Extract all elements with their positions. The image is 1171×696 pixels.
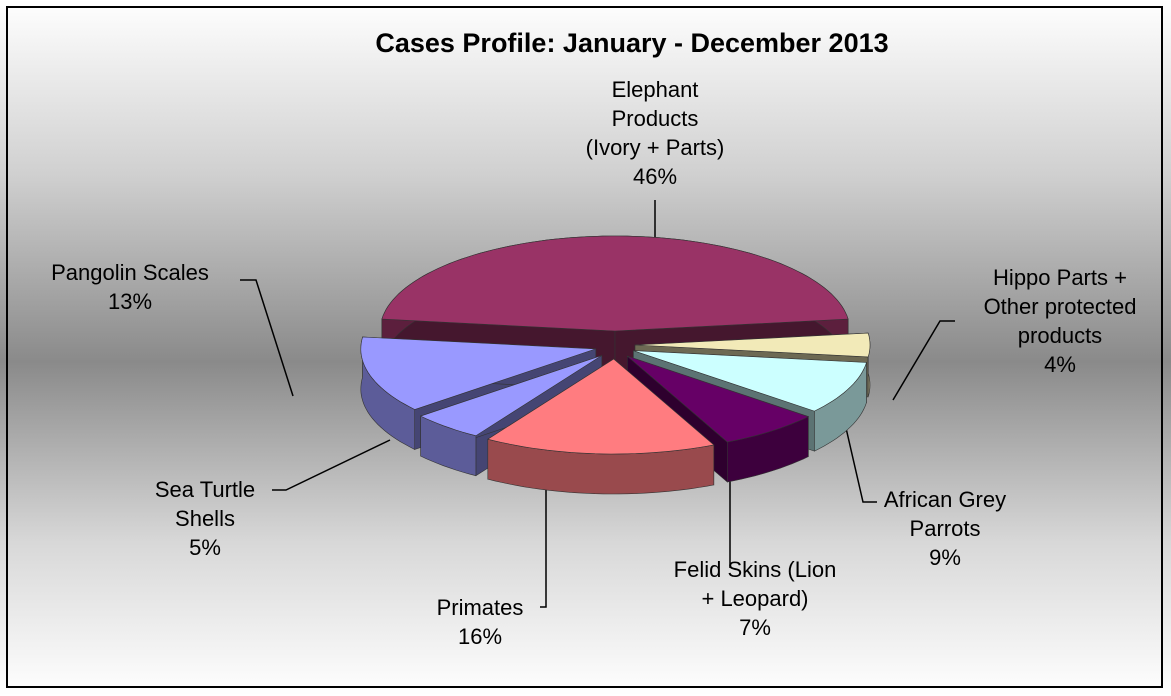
slice-top xyxy=(381,235,849,332)
slice-top xyxy=(634,332,871,358)
value-label: 5% xyxy=(189,535,221,560)
value-label: 13% xyxy=(107,289,153,314)
value-label: 7% xyxy=(739,615,771,640)
category-label: Pangolin Scales xyxy=(51,260,209,285)
slice-label: Pangolin Scales 13% xyxy=(15,258,245,316)
leader-line xyxy=(845,427,877,503)
category-label: Hippo Parts + Other protected products xyxy=(983,265,1137,348)
category-label: Felid Skins (Lion + Leopard) xyxy=(673,557,837,611)
slice-label: Primates 16% xyxy=(420,593,540,651)
leader-line xyxy=(540,462,547,608)
chart-title: Cases Profile: January - December 2013 xyxy=(375,28,889,58)
slice-top xyxy=(633,350,867,412)
chart-frame xyxy=(6,6,1163,688)
slice-label: Sea Turtle Shells 5% xyxy=(135,475,275,562)
slice-label: Hippo Parts + Other protected products 4% xyxy=(950,263,1170,379)
slice-label: African Grey Parrots 9% xyxy=(870,485,1020,572)
slice-label: Elephant Products (Ivory + Parts) 46% xyxy=(575,75,735,191)
category-label: African Grey Parrots xyxy=(883,487,1007,541)
category-label: Elephant Products (Ivory + Parts) xyxy=(585,77,725,160)
leader-line xyxy=(272,439,391,491)
slice-top xyxy=(419,355,602,437)
slice-top xyxy=(487,358,715,455)
value-label: 4% xyxy=(1044,352,1076,377)
slice-top xyxy=(627,355,810,443)
pie-slice xyxy=(487,358,715,495)
category-label: Primates xyxy=(436,595,524,620)
value-label: 9% xyxy=(929,545,961,570)
category-label: Sea Turtle Shells xyxy=(154,477,256,531)
leader-line xyxy=(240,279,294,397)
value-label: 16% xyxy=(457,624,503,649)
value-label: 46% xyxy=(632,164,678,189)
slice-top xyxy=(360,336,596,410)
slice-label: Felid Skins (Lion + Leopard) 7% xyxy=(640,555,870,642)
leader-line xyxy=(892,320,955,401)
